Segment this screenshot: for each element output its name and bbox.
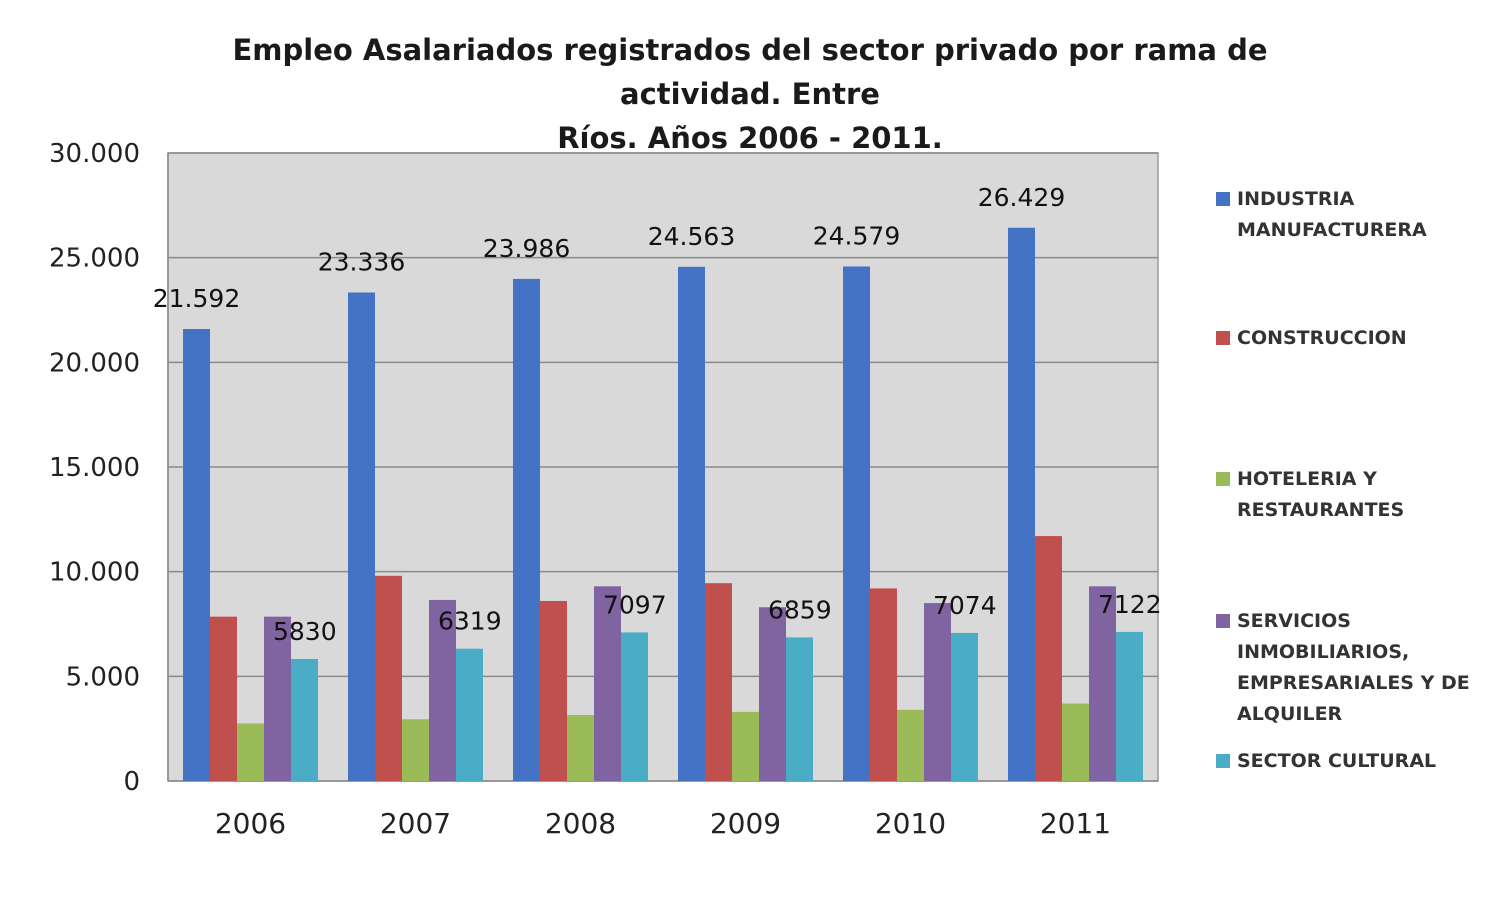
- x-tick-label: 2006: [215, 807, 286, 840]
- legend-swatch: [1216, 754, 1230, 768]
- bar: [705, 583, 732, 781]
- bar: [210, 616, 237, 781]
- bar: [264, 616, 291, 781]
- data-label: 26.429: [978, 183, 1065, 212]
- bar: [1116, 631, 1143, 781]
- bars: [183, 227, 1143, 781]
- bar: [429, 599, 456, 781]
- data-label: 23.336: [318, 247, 405, 276]
- legend-label: RESTAURANTES: [1237, 499, 1404, 521]
- x-tick-label: 2008: [545, 807, 616, 840]
- x-tick-label: 2007: [380, 807, 451, 840]
- bar: [1062, 703, 1089, 781]
- bar: [924, 603, 951, 781]
- bar: [870, 588, 897, 781]
- chart-title-line-1: Empleo Asalariados registrados del secto…: [232, 33, 1268, 111]
- gridlines: [168, 152, 1158, 782]
- bar: [237, 723, 264, 781]
- y-tick-label: 25.000: [49, 244, 140, 274]
- bar: [1008, 227, 1035, 781]
- bar: [678, 266, 705, 781]
- bar: [375, 575, 402, 781]
- data-labels: 21.592 5830 23.336 6319 23.986 7097 24.563 6859…: [153, 183, 1162, 646]
- bar: [456, 648, 483, 781]
- legend-label: ALQUILER: [1237, 703, 1343, 725]
- x-tick-label: 2011: [1040, 807, 1111, 840]
- data-label: 6319: [438, 607, 502, 636]
- y-tick-label: 10.000: [49, 558, 140, 588]
- legend-swatch: [1216, 614, 1230, 628]
- legend-label: INDUSTRIA: [1237, 188, 1355, 210]
- x-tick-label: 2010: [875, 807, 946, 840]
- legend-label: SERVICIOS: [1237, 610, 1351, 632]
- bar: [513, 278, 540, 781]
- data-label: 21.592: [153, 284, 240, 313]
- bar: [951, 632, 978, 781]
- data-label: 23.986: [483, 234, 570, 263]
- data-label: 7097: [603, 590, 667, 619]
- bar: [1089, 586, 1116, 781]
- data-label: 6859: [768, 595, 832, 624]
- data-label: 24.563: [648, 222, 735, 251]
- legend-swatch: [1216, 472, 1230, 486]
- chart-title-line-2: Ríos. Años 2006 - 2011.: [557, 121, 943, 155]
- bar: [348, 292, 375, 781]
- legend: INDUSTRIA MANUFACTURERA CONSTRUCCION HOTELE…: [1216, 188, 1470, 772]
- bar: [183, 329, 210, 781]
- bar: [567, 715, 594, 781]
- bar: [897, 709, 924, 781]
- bar: [1035, 536, 1062, 781]
- legend-label: EMPRESARIALES Y DE: [1237, 672, 1470, 694]
- legend-label: MANUFACTURERA: [1237, 219, 1427, 241]
- y-axis: 0 5.000 10.000 15.000 20.000 25.000 30.000: [49, 139, 169, 797]
- y-tick-label: 20.000: [49, 348, 140, 378]
- x-tick-label: 2009: [710, 807, 781, 840]
- bar: [786, 637, 813, 781]
- y-tick-label: 30.000: [49, 139, 140, 169]
- legend-label: HOTELERIA Y: [1237, 468, 1377, 490]
- legend-label: SECTOR CULTURAL: [1237, 750, 1436, 772]
- bar: [594, 586, 621, 781]
- legend-label: CONSTRUCCION: [1237, 327, 1407, 349]
- chart-title: Empleo Asalariados registrados del secto…: [150, 28, 1350, 160]
- y-tick-label: 15.000: [49, 453, 140, 483]
- legend-swatch: [1216, 192, 1230, 206]
- data-label: 5830: [273, 617, 337, 646]
- legend-label: INMOBILIARIOS,: [1237, 641, 1409, 663]
- legend-swatch: [1216, 331, 1230, 345]
- data-label: 24.579: [813, 221, 900, 250]
- y-tick-label: 0: [123, 767, 140, 797]
- bar: [402, 719, 429, 781]
- bar: [732, 711, 759, 781]
- data-label: 7074: [933, 591, 997, 620]
- x-axis: 2006 2007 2008 2009 2010 2011: [215, 807, 1111, 840]
- bar: [843, 266, 870, 781]
- bar: [759, 607, 786, 781]
- y-tick-label: 5.000: [66, 662, 140, 692]
- bar: [291, 658, 318, 781]
- bar: [621, 632, 648, 781]
- bar: [540, 600, 567, 781]
- data-label: 7122: [1098, 590, 1162, 619]
